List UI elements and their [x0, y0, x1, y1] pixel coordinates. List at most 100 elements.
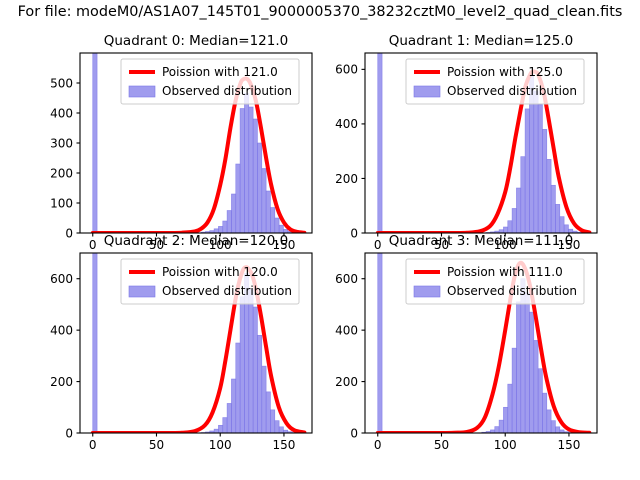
histogram-bar	[235, 342, 241, 433]
histogram-bar	[278, 426, 284, 433]
histogram-bar	[222, 220, 228, 233]
histogram-bar	[498, 419, 504, 433]
histogram-bar	[503, 406, 509, 433]
histogram-bar	[248, 106, 254, 233]
y-tick-label: 600	[50, 272, 73, 286]
y-tick-label: 0	[350, 226, 358, 240]
histogram-bar	[533, 340, 539, 433]
histogram-bar	[550, 420, 556, 433]
x-tick-label: 50	[434, 438, 449, 452]
y-tick-label: 200	[50, 375, 73, 389]
y-tick-label: 600	[335, 63, 358, 77]
histogram-bar	[533, 90, 539, 233]
poisson-curve	[375, 69, 592, 233]
legend-box	[120, 258, 300, 305]
legend: Poission with 125.0 Observed distribution	[405, 58, 585, 105]
histogram-bar	[231, 193, 237, 233]
histogram-bar	[555, 204, 561, 233]
axes-frame	[364, 252, 598, 434]
legend-box	[405, 258, 585, 305]
y-tick-label: 400	[50, 106, 73, 120]
histogram-bar	[213, 428, 219, 433]
histogram-bar	[507, 220, 513, 233]
subplot-title: Quadrant 2: Median=120.0	[104, 233, 288, 249]
legend-label-poisson: Poission with 125.0	[447, 65, 563, 79]
x-tick-label: 100	[494, 238, 517, 252]
subplot-quadrant-1: 0 50 100 150 0 200 400 600 Quadrant 1: Median=12…	[335, 33, 598, 252]
histogram-bar	[511, 208, 517, 233]
x-tick-label: 100	[209, 238, 232, 252]
histogram-bar	[261, 365, 267, 433]
histogram-bar	[252, 306, 258, 433]
histogram-bar	[265, 190, 271, 233]
y-tick-label: 200	[335, 375, 358, 389]
histogram-bar	[239, 296, 245, 433]
legend-label-observed: Observed distribution	[447, 84, 577, 98]
histogram-bar	[542, 392, 548, 433]
histogram-bar	[222, 417, 228, 433]
legend-label-poisson: Poission with 120.0	[162, 265, 278, 279]
y-tick-label: 0	[65, 426, 73, 440]
histogram-bar	[494, 426, 500, 433]
histogram-bar	[524, 292, 530, 433]
histogram-bar	[92, 253, 98, 433]
histogram-bar	[226, 210, 232, 233]
subplot-quadrant-0: 0 50 100 150 0 100 200 300 400 500 Quadrant 0: Med…	[50, 33, 313, 252]
y-tick-label: 200	[335, 172, 358, 186]
x-tick-label: 150	[273, 438, 296, 452]
x-tick-label: 100	[494, 438, 517, 452]
legend-swatch-observed	[413, 285, 441, 298]
y-tick-label: 0	[65, 226, 73, 240]
x-tick-label: 150	[273, 238, 296, 252]
histogram-bar	[555, 426, 561, 433]
x-tick-label: 150	[558, 438, 581, 452]
axes-frame	[364, 52, 598, 234]
legend: Poission with 120.0 Observed distribution	[120, 258, 300, 305]
subplot-quadrant-2: 0 50 100 150 0 200 400 600 Quadrant 2: Median=12…	[50, 233, 313, 452]
histogram-bar	[270, 207, 276, 233]
y-tick-label: 500	[50, 76, 73, 90]
histogram-bar	[537, 368, 543, 433]
x-tick-label: 50	[149, 238, 164, 252]
histogram-bar	[92, 53, 98, 233]
legend-swatch-observed	[128, 85, 156, 98]
histogram-bar	[231, 378, 237, 433]
legend-box	[120, 58, 300, 105]
y-tick-label: 400	[335, 323, 358, 337]
histogram-bar	[542, 129, 548, 233]
histogram-bar	[550, 184, 556, 233]
histogram-bar	[559, 216, 565, 233]
histogram-bar	[516, 187, 522, 233]
axes-frame	[79, 252, 313, 434]
x-tick-label: 50	[149, 438, 164, 452]
histogram-series	[377, 253, 578, 433]
subplot-title: Quadrant 0: Median=121.0	[104, 33, 288, 49]
histogram-bar	[278, 224, 284, 233]
y-tick-label: 200	[50, 166, 73, 180]
histogram-series	[92, 53, 302, 233]
histogram-bar	[546, 409, 552, 433]
y-tick-label: 0	[350, 426, 358, 440]
histogram-bar	[274, 420, 280, 433]
figure-suptitle: For file: modeM0/AS1A07_145T01_900000537…	[17, 4, 623, 20]
axis-ticks: 0 50 100 150 0 100 200 300 400 500	[50, 76, 295, 252]
histogram-bar	[244, 93, 250, 233]
histogram-bar	[226, 403, 232, 433]
legend: Poission with 121.0 Observed distribution	[120, 58, 300, 105]
subplot-quadrant-3: 0 50 100 150 0 200 400 600 Quadrant 3: Median=11…	[335, 233, 598, 452]
y-tick-label: 300	[50, 136, 73, 150]
histogram-bar	[520, 156, 526, 233]
histogram-bar	[270, 409, 276, 433]
x-tick-label: 0	[89, 438, 97, 452]
histogram-bar	[261, 168, 267, 233]
histogram-bar	[507, 383, 513, 433]
histogram-bar	[516, 301, 522, 433]
histogram-bar	[524, 108, 530, 233]
axis-ticks: 0 50 100 150 0 200 400 600	[335, 63, 580, 252]
histogram-bar	[239, 108, 245, 233]
legend-label-observed: Observed distribution	[447, 284, 577, 298]
histogram-bar	[377, 53, 383, 233]
histogram-bar	[248, 288, 254, 433]
